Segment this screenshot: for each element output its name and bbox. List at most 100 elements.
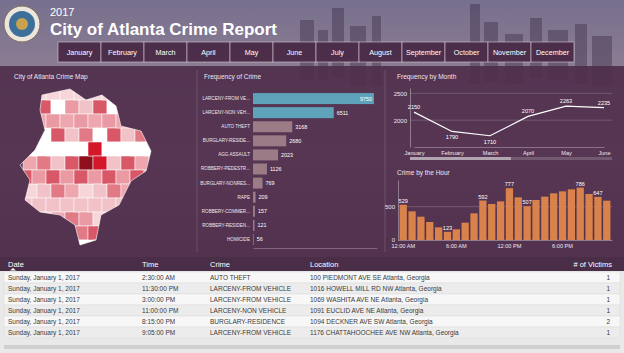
table-header[interactable]: Crime (210, 260, 230, 269)
map-region (130, 114, 144, 128)
table-header[interactable]: Location (310, 260, 338, 269)
map-region (116, 226, 130, 240)
map-region (18, 114, 32, 128)
map-title: City of Atlanta Crime Map (14, 73, 88, 81)
scrollbar-thumb (410, 157, 511, 160)
map-region (32, 170, 46, 184)
month-button-label[interactable]: September (406, 48, 442, 57)
month-button[interactable]: May (230, 42, 273, 62)
month-button-label[interactable]: December (536, 48, 570, 57)
category-tick: ROBBERY-RESIDEN... (202, 223, 251, 228)
month-button-label[interactable]: June (287, 48, 303, 57)
bar (253, 93, 374, 104)
month-button-box[interactable] (445, 42, 488, 62)
month-button[interactable]: January (58, 42, 101, 62)
data-label: 2150 (408, 104, 420, 110)
category-label: AGG ASSAULT (218, 152, 250, 157)
month-button[interactable]: September (402, 42, 445, 62)
bar (550, 193, 557, 240)
table-cell: LARCENY-NON VEHICLE (210, 307, 287, 314)
table-header[interactable]: Date (8, 260, 24, 269)
map-region (46, 142, 60, 156)
bar (479, 201, 486, 240)
data-label: 2680 (289, 138, 301, 144)
month-button-label[interactable]: May (245, 48, 259, 57)
month-button-label[interactable]: April (201, 48, 216, 57)
map-region (149, 212, 163, 226)
month-button[interactable]: April (187, 42, 230, 62)
x-axis-line (399, 240, 613, 241)
bar (568, 189, 575, 240)
map-region (65, 212, 79, 226)
month-button-box[interactable] (531, 42, 574, 62)
month-button-box[interactable] (58, 42, 101, 62)
panel-divider (385, 70, 386, 252)
map-region (144, 198, 158, 212)
y-tick-label: 2500 (394, 91, 408, 97)
map-region (149, 240, 163, 254)
bar (532, 200, 539, 240)
month-button-box[interactable] (230, 42, 273, 62)
month-button-box[interactable] (101, 42, 144, 62)
month-button-box[interactable] (144, 42, 187, 62)
x-axis-line (415, 147, 605, 148)
table-header[interactable]: # of Victims (573, 260, 612, 269)
month-button[interactable]: December (531, 42, 574, 62)
map-region (51, 184, 65, 198)
y-axis-line (410, 89, 411, 148)
map-region (32, 198, 46, 212)
map-region (102, 142, 116, 156)
month-button-label[interactable]: August (369, 48, 391, 57)
month-button-box[interactable] (316, 42, 359, 62)
logo-field (9, 11, 35, 37)
bar (253, 192, 256, 203)
category-tick: LARCENY-FROM VE... (202, 96, 251, 101)
table-cell: 1 (606, 307, 610, 314)
data-label: 3168 (295, 124, 307, 130)
month-button-box[interactable] (273, 42, 316, 62)
month-button-box[interactable] (402, 42, 445, 62)
month-button-label[interactable]: March (156, 48, 176, 57)
month-button-box[interactable] (359, 42, 402, 62)
table-header[interactable]: Time (142, 260, 158, 269)
x-axis: 12:00 AM6:00 AM12:00 PM6:00 PM (391, 240, 612, 249)
month-button[interactable]: November (488, 42, 531, 62)
month-button-label[interactable]: October (454, 48, 480, 57)
month-button[interactable]: July (316, 42, 359, 62)
y-axis: 0500 (385, 181, 399, 244)
month-button[interactable]: August (359, 42, 402, 62)
chart-title: Frequency of Crime (204, 73, 261, 81)
data-label: 1126 (270, 166, 282, 172)
table-cell: 1091 EUCLID AVE NE Atlanta, Georgia (310, 307, 424, 315)
month-button-label[interactable]: November (493, 48, 527, 57)
category-tick: AGG ASSAULT (218, 152, 251, 157)
month-button-label[interactable]: July (331, 48, 344, 57)
category-tick: HOMICIDE (227, 237, 251, 242)
month-button-label[interactable]: February (108, 48, 137, 57)
month-button[interactable]: March (144, 42, 187, 62)
map-region (116, 198, 130, 212)
month-button[interactable]: February (101, 42, 144, 62)
map-region (18, 142, 32, 156)
month-button-box[interactable] (187, 42, 230, 62)
table-header-background (0, 257, 624, 271)
month-button[interactable]: June (273, 42, 316, 62)
grid-line (410, 93, 612, 94)
table-cell: 1 (606, 329, 610, 336)
table-cell: LARCENY-FROM VEHICLE (210, 329, 292, 336)
table-cell: Sunday, January 1, 2017 (8, 318, 80, 326)
bar (506, 188, 513, 240)
month-button[interactable]: October (445, 42, 488, 62)
map-region (74, 226, 88, 240)
map-region (37, 184, 51, 198)
table-row (4, 316, 620, 327)
bar (470, 213, 477, 240)
bars (400, 188, 611, 240)
table-row (4, 294, 620, 305)
month-button-label[interactable]: January (67, 48, 93, 57)
data-label: 121 (258, 222, 267, 228)
bar (497, 201, 504, 240)
map-region (116, 142, 130, 156)
month-button-box[interactable] (488, 42, 531, 62)
table-cell: 2 (606, 318, 610, 325)
